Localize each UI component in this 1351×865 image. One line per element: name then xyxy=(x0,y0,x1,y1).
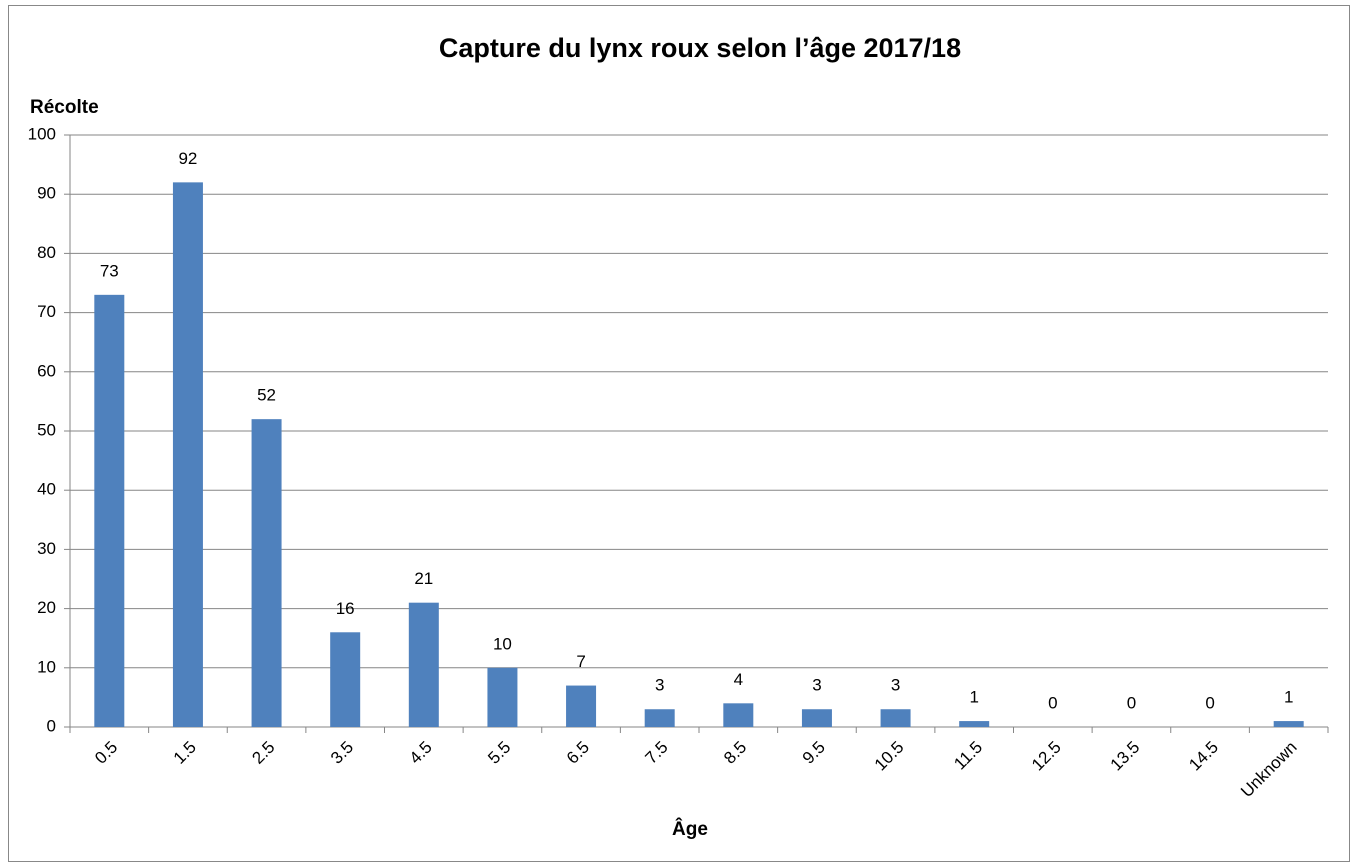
y-tick-label: 70 xyxy=(37,302,56,321)
bar xyxy=(644,709,675,727)
data-label: 4 xyxy=(734,670,743,689)
x-axis-title: Âge xyxy=(672,818,708,840)
chart-border xyxy=(8,5,1350,862)
y-tick-label: 100 xyxy=(28,124,56,143)
data-label: 3 xyxy=(655,676,664,695)
bar xyxy=(330,632,361,727)
data-label: 3 xyxy=(891,676,900,695)
bar xyxy=(487,667,518,727)
y-axis-title: Récolte xyxy=(30,97,99,118)
bar xyxy=(172,182,203,728)
bar xyxy=(251,419,282,727)
data-label: 3 xyxy=(812,676,821,695)
data-label: 0 xyxy=(1205,693,1214,712)
data-label: 52 xyxy=(257,386,276,405)
data-label: 1 xyxy=(969,688,978,707)
bar xyxy=(408,602,439,727)
chart-title: Capture du lynx roux selon l’âge 2017/18 xyxy=(439,33,961,63)
y-tick-label: 20 xyxy=(37,598,56,617)
bar xyxy=(1273,721,1304,727)
bar xyxy=(801,709,832,727)
y-tick-label: 50 xyxy=(37,420,56,439)
data-label: 92 xyxy=(178,149,197,168)
y-tick-label: 40 xyxy=(37,480,56,499)
data-label: 21 xyxy=(414,569,433,588)
data-label: 0 xyxy=(1048,693,1057,712)
bar xyxy=(566,685,597,727)
y-tick-label: 0 xyxy=(47,716,56,735)
data-label: 73 xyxy=(100,261,119,280)
data-label: 0 xyxy=(1127,693,1136,712)
data-label: 16 xyxy=(336,599,355,618)
y-tick-label: 90 xyxy=(37,184,56,203)
y-tick-label: 80 xyxy=(37,243,56,262)
y-tick-label: 30 xyxy=(37,539,56,558)
y-tick-label: 60 xyxy=(37,361,56,380)
data-label: 1 xyxy=(1284,688,1293,707)
bar xyxy=(723,703,754,727)
bar xyxy=(880,709,911,727)
data-label: 7 xyxy=(576,652,585,671)
bar xyxy=(94,294,125,727)
data-label: 10 xyxy=(493,634,512,653)
y-tick-label: 10 xyxy=(37,657,56,676)
bar xyxy=(959,721,990,727)
